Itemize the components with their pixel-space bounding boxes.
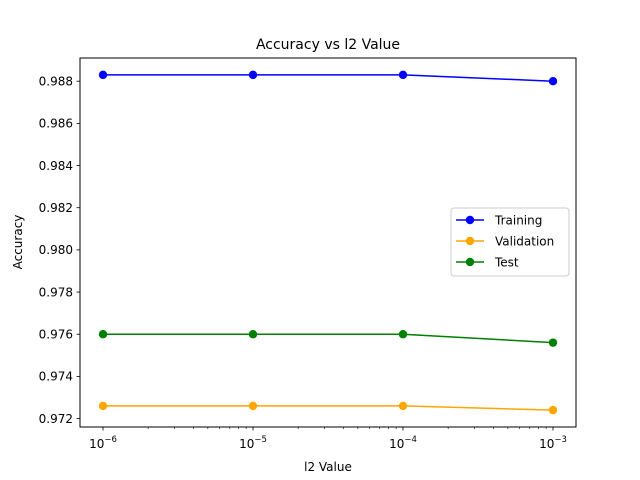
x-tick-label: 10−5: [239, 435, 267, 451]
legend-marker-training: [465, 215, 475, 225]
data-point-test: [548, 338, 558, 347]
y-tick-label: 0.974: [39, 370, 73, 384]
series-layer: [98, 70, 558, 415]
data-point-test: [248, 330, 258, 339]
x-tick-label: 10−6: [89, 435, 117, 451]
legend-marker-validation: [465, 236, 475, 246]
legend-box: [450, 207, 570, 277]
legend-marker-test: [465, 257, 475, 267]
y-axis-label: Accuracy: [11, 215, 25, 270]
plot-area-frame: [79, 57, 577, 428]
data-point-training: [398, 70, 408, 80]
x-tick-label: 10−3: [539, 435, 567, 451]
y-tick-label: 0.976: [39, 328, 73, 342]
data-point-validation: [248, 401, 258, 411]
x-tick-label: 10−4: [389, 435, 417, 451]
series-line-test: [103, 333, 554, 344]
data-point-validation: [98, 401, 108, 411]
data-point-validation: [398, 401, 408, 411]
data-point-training: [548, 76, 558, 86]
data-point-validation: [548, 405, 558, 415]
legend-label-test: Test: [494, 255, 519, 269]
x-axis-ticks: 10−6 10−5 10−4 10−3: [89, 427, 567, 451]
legend: Training Validation Test: [450, 207, 570, 277]
y-tick-label: 0.984: [39, 159, 73, 173]
legend-label-validation: Validation: [495, 234, 554, 248]
data-point-training: [98, 70, 108, 80]
y-tick-label: 0.988: [39, 74, 73, 88]
y-tick-label: 0.982: [39, 201, 73, 215]
x-axis-label: l2 Value: [304, 460, 352, 474]
y-tick-label: 0.978: [39, 285, 73, 299]
y-tick-label: 0.972: [39, 412, 73, 426]
series-line-validation: [103, 405, 554, 411]
data-point-test: [98, 330, 108, 339]
legend-label-training: Training: [494, 213, 542, 227]
data-point-training: [248, 70, 258, 80]
data-point-test: [398, 330, 408, 339]
y-tick-label: 0.986: [39, 117, 73, 131]
y-axis-ticks: 0.972 0.974 0.976 0.978 0.980 0.982 0.984 0.986…: [39, 74, 80, 426]
series-line-training: [103, 74, 554, 82]
chart-title: Accuracy vs l2 Value: [256, 37, 400, 53]
legend-items: Training Validation Test: [456, 213, 554, 269]
y-tick-label: 0.980: [39, 243, 73, 257]
